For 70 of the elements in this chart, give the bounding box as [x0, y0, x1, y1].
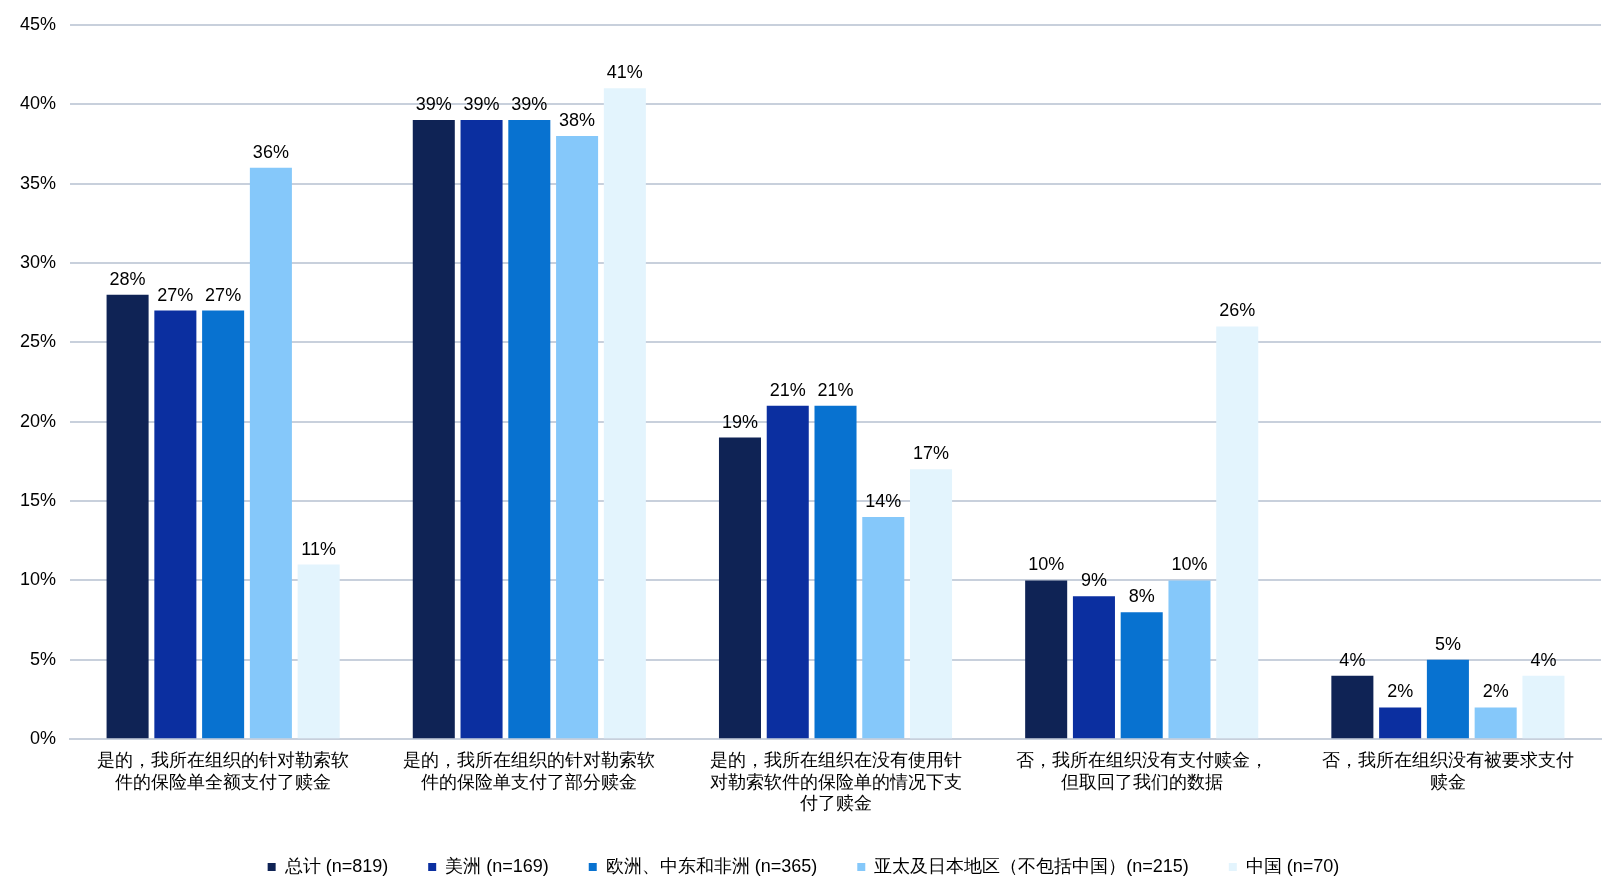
data-label: 17% [913, 443, 950, 464]
x-tick-label: 是的，我所在组织在没有使用针对勒索软件的保险单的情况下支付了赎金 [709, 749, 962, 814]
data-label: 2% [1482, 681, 1509, 702]
bar [1025, 580, 1068, 739]
bar [1331, 675, 1374, 739]
y-tick-label: 5% [30, 648, 57, 669]
data-label: 9% [1080, 570, 1107, 591]
bar [556, 135, 599, 739]
bar [106, 294, 149, 739]
bar [1426, 659, 1469, 739]
bar [460, 120, 503, 739]
bar [154, 310, 197, 739]
data-label: 2% [1387, 681, 1414, 702]
y-tick-label: 0% [30, 728, 57, 749]
bar [1168, 580, 1211, 739]
bar [412, 120, 455, 739]
y-tick-label: 25% [20, 331, 57, 352]
bar [297, 564, 340, 739]
data-label: 14% [865, 490, 902, 511]
bar [1072, 596, 1115, 739]
bar [1474, 707, 1517, 739]
data-label: 4% [1339, 649, 1366, 670]
data-label: 28% [109, 268, 146, 289]
y-tick-label: 35% [20, 172, 57, 193]
y-tick-label: 10% [20, 569, 57, 590]
data-label: 39% [463, 94, 500, 115]
bar [766, 405, 809, 739]
data-label: 39% [511, 94, 548, 115]
data-label: 10% [1171, 554, 1208, 575]
y-tick-label: 15% [20, 490, 57, 511]
bar [603, 88, 646, 739]
bar [1522, 675, 1565, 739]
bar [910, 469, 953, 739]
bar [202, 310, 245, 739]
data-label: 5% [1434, 633, 1461, 654]
y-tick-label: 20% [20, 410, 57, 431]
bar [718, 437, 761, 739]
data-label: 19% [721, 411, 758, 432]
bar [1120, 612, 1163, 739]
x-tick-label: 是的，我所在组织的针对勒索软件的保险单支付了部分赎金 [403, 749, 656, 792]
bar [814, 405, 857, 739]
data-label: 21% [769, 379, 806, 400]
y-tick-label: 40% [20, 93, 57, 114]
legend-label: 亚太及日本地区（不包括中国）(n=215) [874, 855, 1189, 876]
x-tick-label: 是的，我所在组织的针对勒索软件的保险单全额支付了赎金 [97, 749, 350, 792]
bar [249, 167, 292, 739]
bar [508, 120, 551, 739]
data-label: 27% [205, 284, 242, 305]
legend-label: 欧洲、中东和非洲 (n=365) [605, 855, 818, 876]
data-label: 10% [1028, 554, 1065, 575]
x-tick-label: 否，我所在组织没有被要求支付赎金 [1321, 749, 1574, 792]
data-label: 26% [1219, 300, 1256, 321]
bar [1216, 326, 1259, 739]
data-label: 4% [1530, 649, 1557, 670]
data-label: 39% [415, 94, 452, 115]
data-label: 41% [606, 62, 643, 83]
data-label: 8% [1128, 586, 1155, 607]
bar [862, 516, 905, 739]
data-label: 27% [157, 284, 194, 305]
data-label: 11% [301, 538, 337, 559]
x-tick-label: 否，我所在组织没有支付赎金，但取回了我们的数据 [1015, 749, 1268, 792]
bar [1379, 707, 1422, 739]
data-label: 36% [252, 141, 289, 162]
legend-label: 美洲 (n=169) [445, 855, 549, 876]
y-tick-label: 45% [20, 13, 57, 34]
y-tick-label: 30% [20, 251, 57, 272]
data-label: 38% [559, 109, 596, 130]
legend-label: 总计 (n=819) [283, 855, 389, 876]
legend-label: 中国 (n=70) [1245, 855, 1340, 876]
data-label: 21% [817, 379, 854, 400]
